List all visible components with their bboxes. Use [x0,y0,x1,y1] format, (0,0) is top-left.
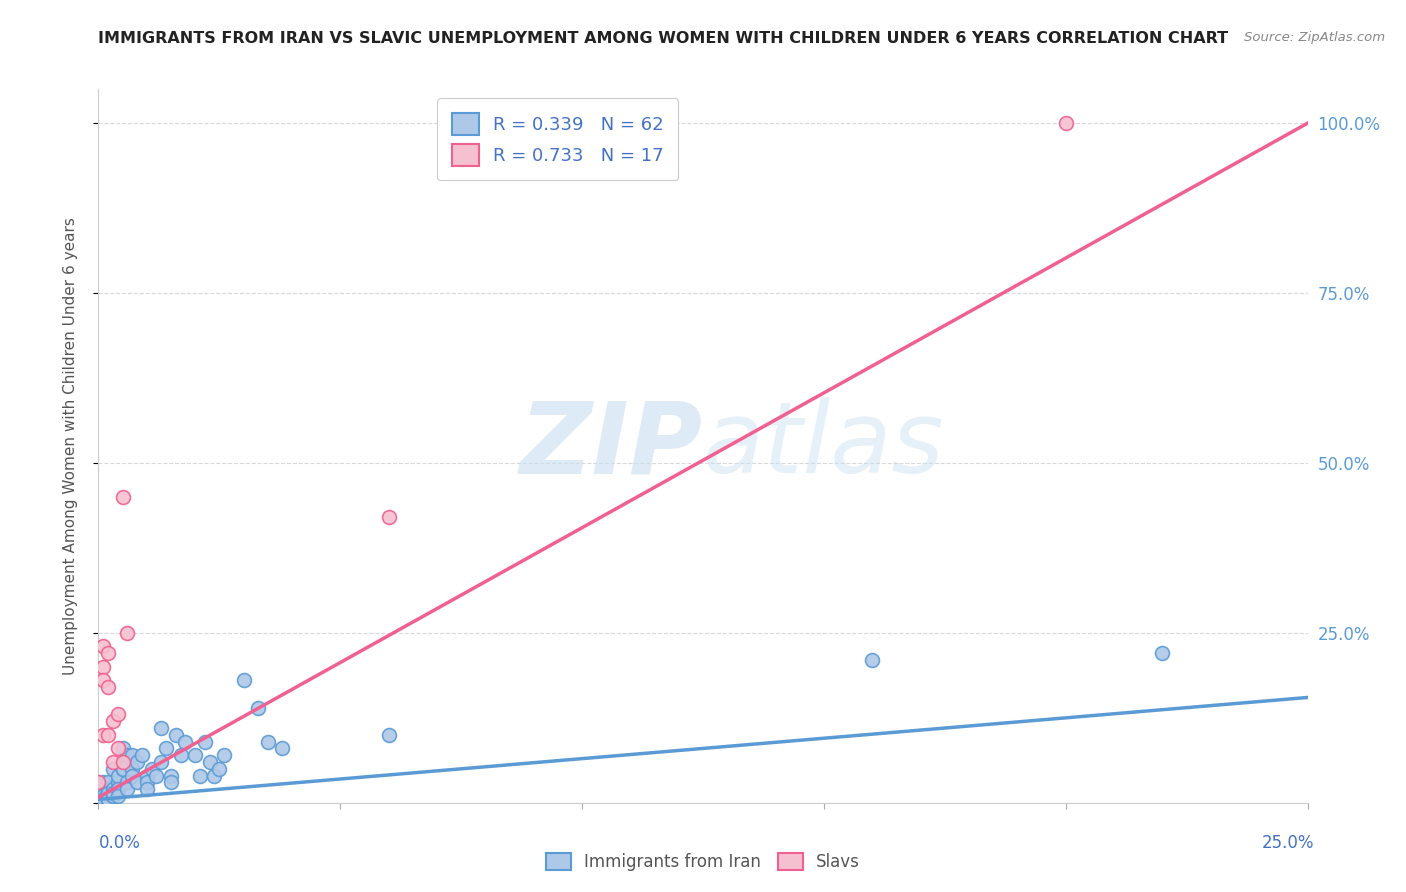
Point [87,789,110,803]
Legend: Immigrants from Iran, Slavs: Immigrants from Iran, Slavs [537,845,869,880]
Point [107,782,129,797]
Point [204,769,226,783]
Point [121,769,143,783]
Point [111,762,134,776]
Point [107,707,129,722]
Point [107,741,129,756]
Point [135,782,157,797]
Point [101,786,124,800]
Point [232,673,254,688]
Point [184,748,207,763]
Point [101,789,124,803]
Text: IMMIGRANTS FROM IRAN VS SLAVIC UNEMPLOYMENT AMONG WOMEN WITH CHILDREN UNDER 6 YE: IMMIGRANTS FROM IRAN VS SLAVIC UNEMPLOYM… [98,31,1229,46]
Point [135,775,157,789]
Point [188,769,211,783]
Point [111,490,134,504]
Point [174,734,197,748]
Point [121,748,143,763]
Text: atlas: atlas [703,398,945,494]
Point [117,775,139,789]
Point [111,762,134,776]
Point [111,741,134,756]
Text: 25.0%: 25.0% [1263,834,1315,852]
Y-axis label: Unemployment Among Women with Children Under 6 years: Unemployment Among Women with Children U… [63,217,77,675]
Text: Source: ZipAtlas.com: Source: ZipAtlas.com [1244,31,1385,45]
Point [117,782,139,797]
Point [101,714,124,729]
Point [101,762,124,776]
Point [91,782,114,797]
Point [271,741,294,756]
Point [1152,646,1174,660]
Point [91,673,114,688]
Point [194,734,217,748]
Point [169,748,191,763]
Point [212,748,235,763]
Point [107,789,129,803]
Point [97,796,120,810]
Point [165,728,187,742]
Point [97,680,120,694]
Point [107,769,129,783]
Point [91,792,114,806]
Point [111,755,134,769]
Text: 0.0%: 0.0% [98,834,141,852]
Point [97,786,120,800]
Point [198,755,221,769]
Point [145,769,167,783]
Point [155,741,177,756]
Point [150,755,173,769]
Point [97,792,120,806]
Point [107,782,129,797]
Point [160,769,183,783]
Point [97,775,120,789]
Point [131,748,153,763]
Point [97,728,120,742]
Point [117,626,139,640]
Point [91,789,114,803]
Point [91,728,114,742]
Point [97,782,120,797]
Point [208,762,231,776]
Point [135,769,157,783]
Point [117,748,139,763]
Point [127,775,149,789]
Point [1054,116,1077,130]
Text: ZIP: ZIP [520,398,703,494]
Point [97,789,120,803]
Point [87,775,110,789]
Point [101,789,124,803]
Point [97,646,120,660]
Legend: R = 0.339   N = 62, R = 0.733   N = 17: R = 0.339 N = 62, R = 0.733 N = 17 [437,98,679,180]
Point [377,510,399,524]
Point [91,640,114,654]
Point [247,700,270,714]
Point [256,734,278,748]
Point [91,660,114,674]
Point [377,728,399,742]
Point [160,775,183,789]
Point [141,762,163,776]
Point [860,653,883,667]
Point [97,796,120,810]
Point [127,755,149,769]
Point [111,755,134,769]
Point [107,775,129,789]
Point [121,762,143,776]
Point [101,782,124,797]
Point [150,721,173,735]
Point [101,755,124,769]
Point [91,775,114,789]
